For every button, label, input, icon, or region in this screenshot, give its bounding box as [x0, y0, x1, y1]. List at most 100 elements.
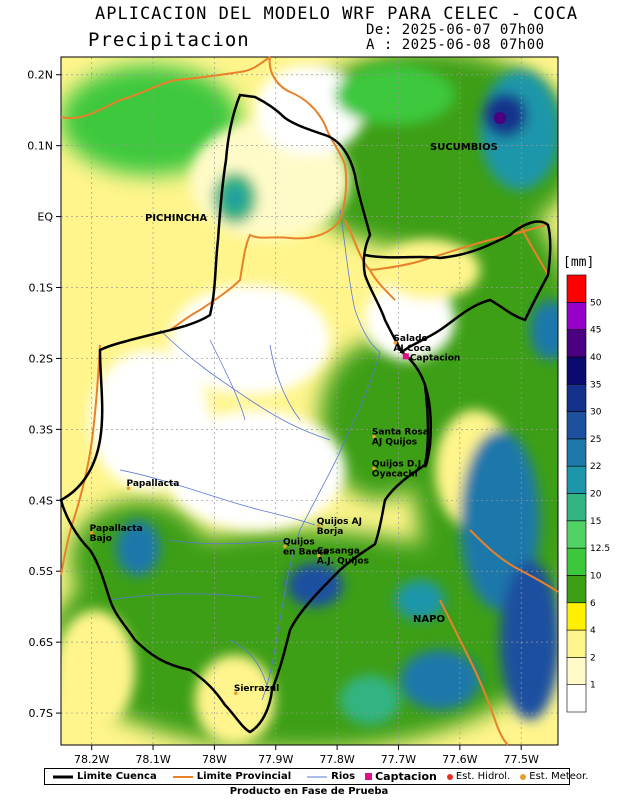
- tick-label-lat: EQ: [37, 211, 53, 224]
- colorbar-swatch: [566, 602, 587, 631]
- colorbar-label: 15: [590, 517, 601, 527]
- station-label: Captacion: [410, 353, 461, 363]
- station-quijos-dj: Quijos D.J.Oyacachi: [372, 459, 425, 479]
- colorbar-swatch: [566, 493, 587, 522]
- station-label: Sierrazul: [234, 684, 279, 694]
- colorbar-label: 10: [590, 571, 602, 581]
- axis-ticks: 78.2W 78.1W 78W 77.9W 77.8W 77.7W 77.6W 77.5W 0.…: [27, 69, 539, 766]
- colorbar-label: 30: [590, 408, 602, 418]
- map-subtitle: Precipitacion: [88, 29, 250, 51]
- colorbar-swatch: [566, 356, 587, 385]
- tick-label-lat: 0.2S: [29, 352, 53, 365]
- tick-label-lat: 0.7S: [29, 707, 53, 720]
- station-dot-icon: [234, 691, 238, 696]
- colorbar-swatch: [566, 438, 587, 467]
- date-from: De: 2025-06-07 07h00: [366, 22, 545, 38]
- station-label: Quijos AJ: [317, 517, 362, 527]
- tick-label-lon: 77.9W: [258, 753, 293, 766]
- map-title: APLICACION DEL MODELO WRF PARA CELEC - C…: [95, 4, 579, 24]
- legend-captacion: Captacion: [365, 770, 437, 783]
- station-dot-icon: [372, 466, 376, 471]
- region-sucumbios: SUCUMBIOS: [430, 142, 498, 153]
- colorbar-label: 12.5: [590, 544, 610, 554]
- station-label: Papallacta: [126, 479, 179, 489]
- station-label: Quijos D.J.: [372, 459, 425, 469]
- colorbar-label: 6: [590, 599, 596, 609]
- region-napo: NAPO: [413, 614, 445, 625]
- map-legend: Limite Cuenca Limite Provincial Rios Cap…: [44, 768, 588, 785]
- colorbar-label: 1: [590, 681, 596, 691]
- tick-label-lat: 0.4S: [29, 494, 53, 507]
- colorbar-label: 4: [590, 626, 596, 636]
- station-label: AJ Coca: [393, 344, 431, 354]
- hidrol-dot-icon: [446, 773, 453, 780]
- station-dot-icon: [316, 553, 321, 558]
- station-label: Bajo: [90, 534, 112, 544]
- legend-rios: Rios: [307, 771, 356, 782]
- colorbar-label: 20: [590, 490, 602, 500]
- station-label: Santa Rosa: [372, 427, 429, 437]
- colorbar-label: 45: [590, 326, 601, 336]
- tick-label-lon: 77.7W: [381, 753, 416, 766]
- region-pichincha: PICHINCHA: [145, 213, 208, 224]
- colorbar-unit: [mm]: [563, 255, 595, 270]
- station-dot-icon: [393, 341, 398, 345]
- station-label: Borja: [317, 527, 344, 537]
- meteor-dot-icon: [520, 773, 527, 780]
- colorbar-label: 35: [590, 380, 601, 390]
- tick-label-lat: 0.1S: [29, 282, 53, 295]
- captacion-marker-icon: [402, 353, 409, 360]
- colorbar-swatch: [566, 657, 587, 685]
- basin-boundary: [59, 93, 430, 734]
- tick-label-lon: 78.1W: [135, 753, 170, 766]
- legend-provincial: Limite Provincial: [172, 771, 292, 782]
- station-label: Oyacachi: [372, 469, 418, 479]
- colorbar-swatch: [566, 465, 587, 494]
- station-label: AJ Quijos: [372, 437, 417, 447]
- station-sierrazul: Sierrazul: [234, 684, 279, 696]
- colorbar-swatch: [566, 547, 587, 576]
- station-label: en Baeza: [283, 547, 329, 557]
- station-label: Salado: [393, 334, 427, 344]
- tick-label-lon: 77.6W: [442, 753, 477, 766]
- station-dot-icon: [283, 544, 287, 549]
- colorbar-label: 40: [590, 353, 602, 363]
- station-dot-icon: [89, 531, 94, 535]
- station-dot-icon: [372, 434, 376, 439]
- colorbar-swatch: [566, 302, 587, 330]
- tick-label-lat: 0.5S: [29, 565, 53, 578]
- station-dot-icon: [126, 486, 131, 491]
- tick-label-lon: 78W: [202, 753, 227, 766]
- legend-hidrol: Est. Hidrol.: [446, 771, 510, 782]
- colorbar-swatch: [566, 329, 587, 358]
- colorbar: 1 2 4 6 10 12.5 15 20 22 25 30 35 40 45 50: [566, 274, 610, 713]
- plot-frame: [60, 56, 559, 746]
- precip-field: [61, 57, 558, 745]
- station-label: A.J. Quijos: [317, 557, 369, 567]
- colorbar-label: 50: [590, 298, 602, 308]
- date-to: A : 2025-06-08 07h00: [366, 37, 545, 53]
- basin-boundary-east: [364, 220, 552, 353]
- tick-label-lat: 0.1N: [27, 140, 53, 153]
- colorbar-swatch: [566, 629, 587, 658]
- basin-boundary-west: [423, 384, 433, 468]
- tick-label-lon: 77.8W: [319, 753, 354, 766]
- colorbar-swatch: [566, 575, 587, 604]
- legend-cuenca: Limite Cuenca: [53, 771, 157, 782]
- tick-label-lat: 0.3S: [29, 423, 53, 436]
- station-label: Quijos: [283, 537, 315, 547]
- colorbar-swatch: [566, 274, 587, 303]
- station-papallacta: Papallacta: [126, 479, 179, 491]
- legend-meteor: Est. Meteor.: [520, 771, 588, 782]
- station-dot-icon: [316, 524, 321, 528]
- captacion-square-icon: [365, 773, 373, 780]
- colorbar-label: 22: [590, 462, 601, 472]
- colorbar-swatch: [566, 684, 587, 713]
- colorbar-label: 25: [590, 435, 601, 445]
